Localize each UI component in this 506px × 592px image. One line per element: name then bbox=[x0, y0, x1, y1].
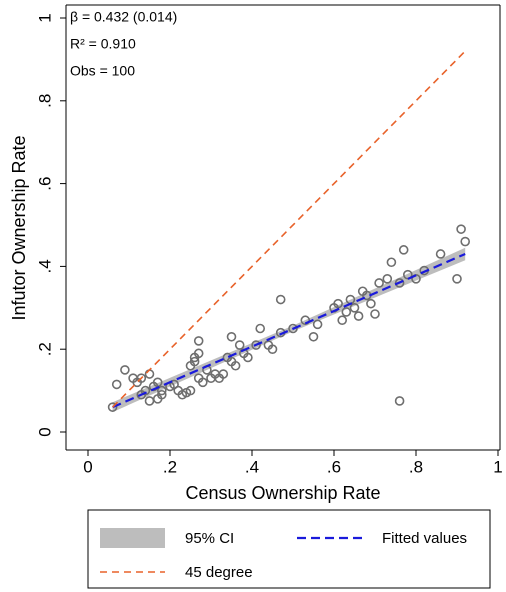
y-tick-label: 1 bbox=[35, 13, 54, 22]
legend-label: 45 degree bbox=[185, 564, 253, 581]
point bbox=[255, 323, 266, 334]
point bbox=[193, 348, 204, 359]
point bbox=[157, 389, 167, 400]
point bbox=[394, 396, 405, 406]
point bbox=[230, 360, 241, 371]
point bbox=[144, 369, 155, 379]
point bbox=[251, 340, 261, 350]
point bbox=[288, 323, 298, 334]
point bbox=[382, 274, 393, 284]
point bbox=[234, 340, 245, 350]
point bbox=[411, 274, 421, 284]
annotation: Obs = 100 bbox=[70, 63, 135, 79]
point bbox=[218, 369, 229, 379]
point bbox=[152, 377, 163, 388]
point bbox=[374, 278, 384, 288]
point bbox=[120, 365, 130, 375]
point bbox=[370, 309, 380, 319]
point bbox=[402, 269, 413, 280]
point bbox=[107, 402, 118, 412]
legend bbox=[87, 509, 491, 589]
point bbox=[386, 257, 397, 268]
point bbox=[189, 356, 200, 367]
x-tick-label: .8 bbox=[409, 457, 423, 476]
point bbox=[337, 315, 348, 326]
point bbox=[267, 344, 278, 355]
x-tick-label: .2 bbox=[163, 457, 177, 476]
point bbox=[308, 331, 319, 342]
point bbox=[341, 307, 352, 317]
annotation: R² = 0.910 bbox=[70, 36, 136, 52]
x-tick-label: .6 bbox=[327, 457, 341, 476]
y-tick-label: .8 bbox=[35, 94, 54, 108]
x-tick-label: .4 bbox=[245, 457, 259, 476]
point bbox=[111, 379, 122, 390]
point bbox=[144, 396, 155, 406]
x-axis-label: Census Ownership Rate bbox=[185, 483, 380, 503]
point bbox=[366, 298, 376, 309]
line bbox=[112, 252, 466, 409]
point bbox=[333, 298, 343, 309]
point bbox=[435, 249, 446, 259]
annotation: β = 0.432 (0.014) bbox=[70, 9, 177, 25]
point bbox=[353, 311, 364, 321]
point bbox=[456, 224, 466, 234]
y-tick-label: .6 bbox=[35, 177, 54, 191]
point bbox=[140, 385, 151, 396]
y-tick-label: .4 bbox=[35, 259, 54, 273]
line bbox=[112, 50, 466, 408]
legend-label: Fitted values bbox=[382, 530, 467, 547]
point bbox=[136, 373, 147, 383]
x-tick-label: 1 bbox=[493, 457, 502, 476]
point bbox=[452, 274, 462, 284]
legend-swatch bbox=[100, 528, 165, 548]
point bbox=[349, 302, 360, 313]
point bbox=[198, 377, 208, 388]
point bbox=[300, 315, 311, 326]
point bbox=[398, 245, 409, 255]
y-tick-label: 0 bbox=[35, 427, 54, 436]
y-tick-label: .2 bbox=[35, 342, 54, 356]
point bbox=[193, 336, 204, 346]
point bbox=[312, 319, 323, 330]
legend-label: 95% CI bbox=[185, 530, 234, 547]
point bbox=[185, 385, 196, 396]
point bbox=[157, 385, 167, 396]
x-tick-label: 0 bbox=[83, 457, 92, 476]
point bbox=[243, 352, 253, 363]
point bbox=[275, 294, 286, 305]
point bbox=[394, 278, 405, 288]
point bbox=[460, 236, 471, 247]
point bbox=[226, 331, 237, 342]
y-axis-label: Infutor Ownership Rate bbox=[9, 135, 29, 320]
